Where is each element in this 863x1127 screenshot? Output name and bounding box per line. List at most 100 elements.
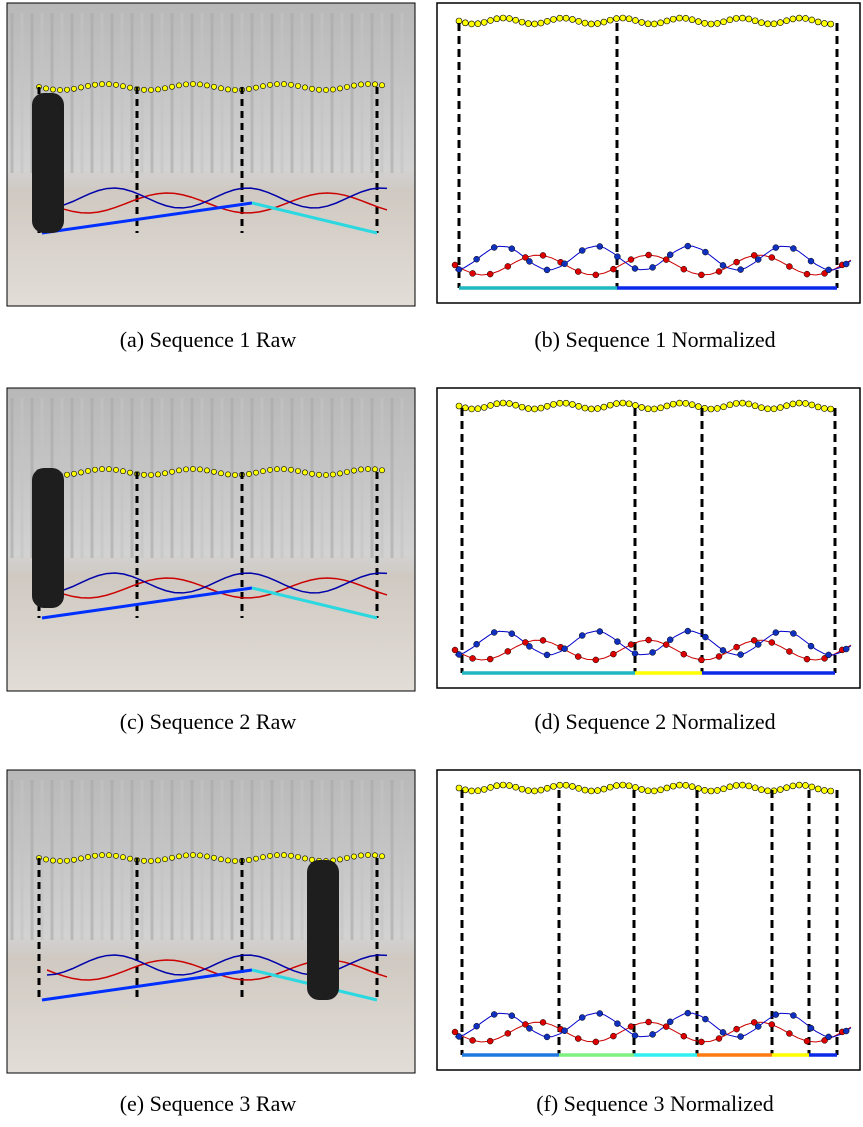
- foot-point: [504, 648, 512, 655]
- caption: (e) Sequence 3 Raw: [120, 1091, 297, 1116]
- foot-point: [486, 655, 494, 663]
- head-point: [821, 405, 828, 412]
- head-point: [379, 82, 385, 89]
- head-point: [802, 782, 809, 789]
- foot-point: [561, 645, 568, 653]
- head-point: [246, 471, 252, 477]
- head-point: [682, 14, 690, 22]
- head-point: [783, 17, 790, 24]
- head-point: [802, 15, 809, 22]
- head-point: [688, 401, 696, 408]
- head-point: [493, 782, 501, 790]
- head-point: [274, 466, 280, 473]
- head-point: [575, 403, 583, 410]
- head-point: [613, 782, 620, 789]
- head-point: [71, 470, 77, 477]
- head-point: [499, 399, 507, 407]
- foot-point: [698, 1038, 705, 1046]
- foot-point: [786, 648, 793, 655]
- head-point: [337, 85, 343, 92]
- head-point: [688, 16, 696, 23]
- head-point: [316, 471, 322, 478]
- foot-point: [596, 628, 604, 635]
- head-point: [732, 400, 740, 407]
- head-point: [688, 783, 696, 790]
- head-point: [707, 787, 715, 795]
- head-point: [323, 87, 329, 93]
- head-point: [537, 786, 545, 794]
- foot-point: [825, 266, 832, 274]
- plot: [436, 2, 861, 304]
- head-point: [461, 19, 469, 27]
- foot-point: [790, 245, 797, 252]
- head-point: [455, 784, 463, 792]
- foot-point: [473, 1022, 480, 1030]
- head-point: [512, 783, 520, 791]
- head-point: [726, 783, 734, 791]
- foot-point: [504, 1030, 512, 1037]
- foot-point: [543, 266, 551, 274]
- foot-point: [662, 1023, 670, 1030]
- head-point: [587, 405, 595, 413]
- head-point: [71, 856, 77, 863]
- head-point: [274, 81, 280, 88]
- head-point: [474, 20, 482, 28]
- head-point: [148, 87, 154, 93]
- foot-point: [719, 262, 727, 269]
- head-point: [650, 405, 658, 413]
- foot-point: [508, 1012, 516, 1019]
- head-point: [99, 852, 105, 858]
- head-point: [260, 83, 266, 90]
- head-point: [330, 471, 336, 478]
- foot-point: [490, 244, 498, 251]
- head-point: [575, 785, 583, 792]
- head-point: [669, 782, 677, 790]
- head-point: [827, 20, 835, 28]
- head-point: [141, 471, 147, 478]
- foot-point: [645, 636, 652, 644]
- head-point: [632, 17, 639, 24]
- head-point: [764, 405, 772, 413]
- head-point: [148, 858, 154, 864]
- head-point: [302, 855, 308, 862]
- head-point: [543, 17, 551, 25]
- foot-point: [526, 258, 533, 265]
- head-point: [211, 854, 217, 861]
- head-point: [288, 852, 294, 859]
- foot-point: [645, 251, 652, 259]
- foot-point: [526, 643, 533, 650]
- foot-point: [504, 263, 512, 270]
- foot-point: [737, 266, 744, 273]
- head-point: [732, 15, 740, 22]
- head-point: [281, 852, 287, 858]
- head-point: [644, 787, 652, 795]
- head-point: [739, 14, 746, 22]
- head-point: [751, 402, 759, 410]
- head-point: [506, 15, 513, 22]
- segment: [41, 586, 253, 620]
- head-point: [581, 786, 589, 794]
- foot-point: [649, 264, 656, 271]
- head-point: [600, 403, 608, 411]
- head-point: [562, 399, 570, 407]
- head-point: [309, 85, 315, 92]
- foot-point: [733, 258, 740, 266]
- head-point: [726, 401, 734, 409]
- head-point: [78, 469, 84, 476]
- head-point: [518, 18, 526, 26]
- foot-point: [451, 646, 459, 654]
- foot-point: [522, 639, 529, 646]
- head-point: [569, 401, 576, 408]
- head-point: [682, 781, 690, 789]
- head-point: [197, 81, 203, 88]
- head-point: [461, 404, 469, 412]
- foot-point: [842, 260, 850, 268]
- foot-point: [631, 1032, 639, 1039]
- head-point: [127, 855, 133, 862]
- foot-point: [539, 1019, 547, 1026]
- head-point: [211, 83, 217, 90]
- segment: [251, 201, 378, 235]
- head-point: [351, 853, 357, 860]
- head-point: [764, 787, 772, 795]
- foot-point: [526, 1025, 533, 1032]
